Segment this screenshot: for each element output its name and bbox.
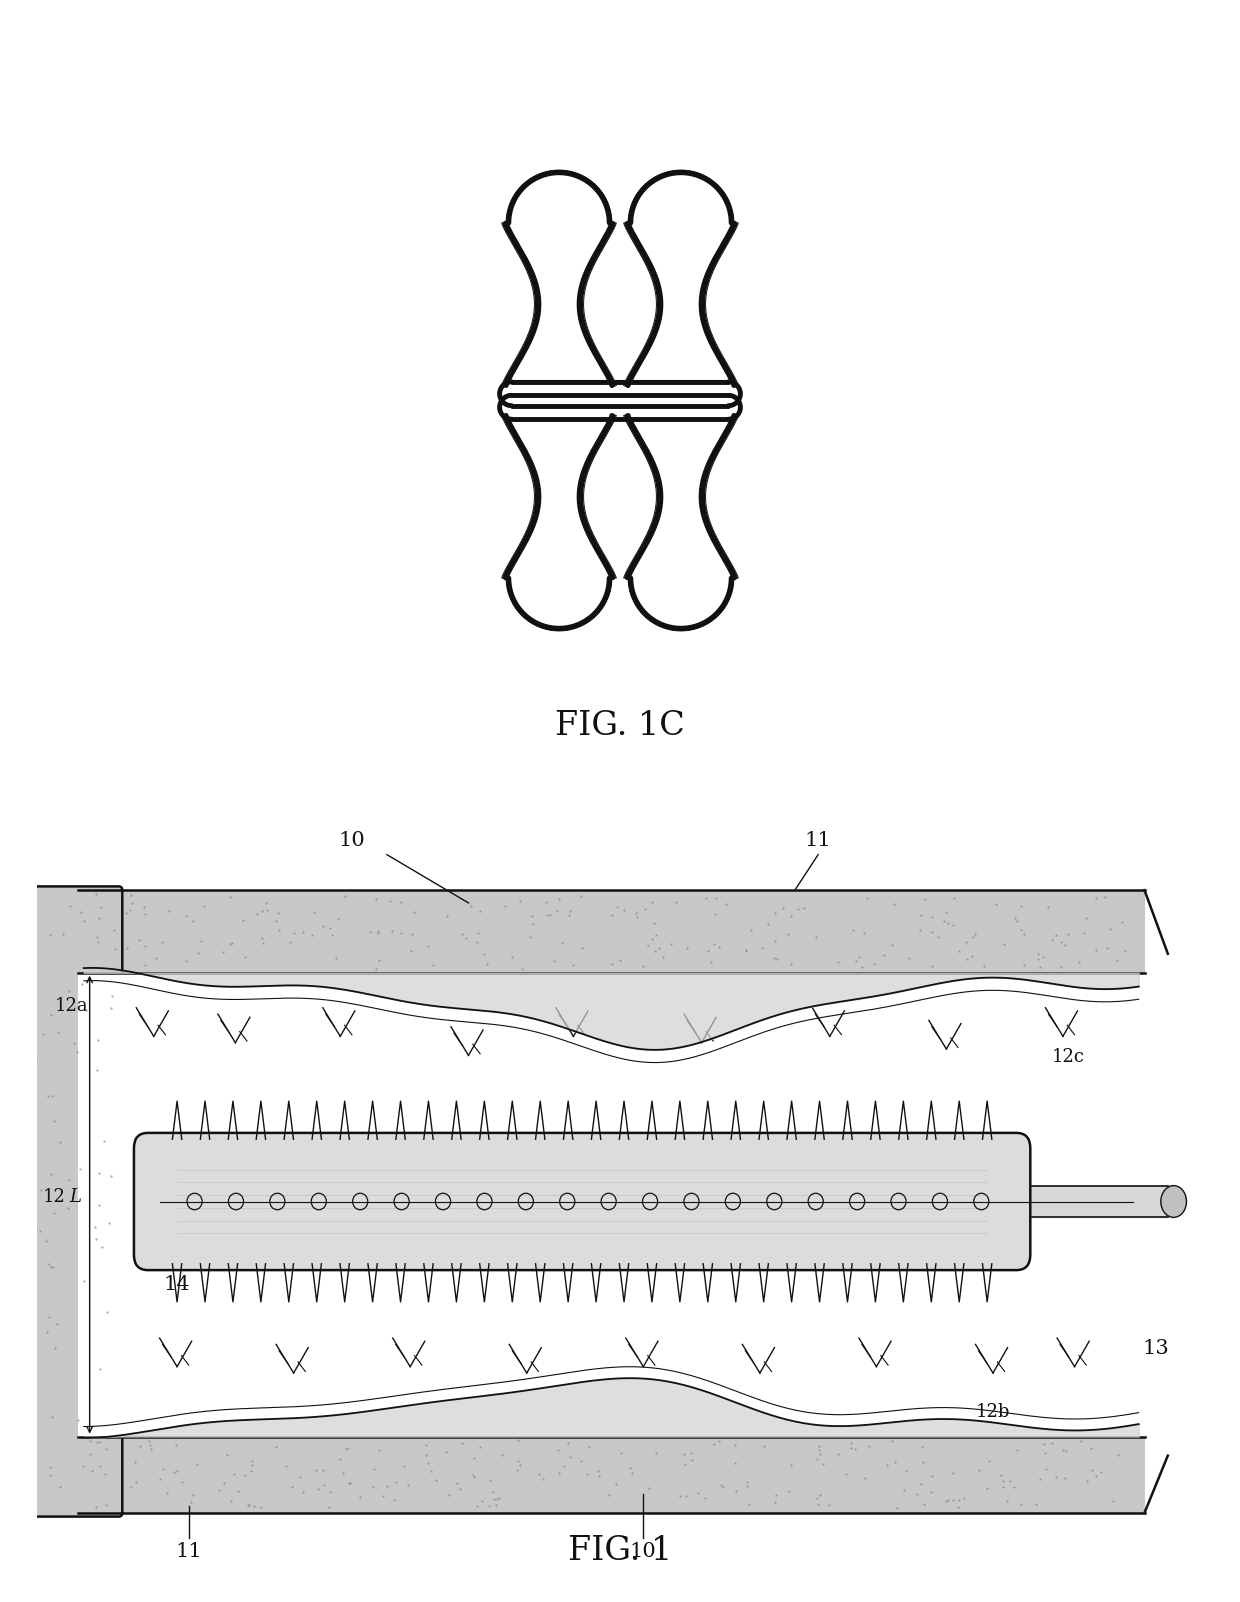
FancyBboxPatch shape <box>134 1133 1030 1270</box>
Text: 12c: 12c <box>1052 1048 1084 1065</box>
Text: 12b: 12b <box>976 1403 1011 1421</box>
Bar <box>78 972 1145 1437</box>
Bar <box>78 891 1145 972</box>
Text: FIG. 1C: FIG. 1C <box>556 710 684 742</box>
Bar <box>78 1437 1145 1512</box>
Text: 14: 14 <box>164 1275 191 1294</box>
Text: 11: 11 <box>805 831 832 849</box>
Text: FIG. 1: FIG. 1 <box>568 1535 672 1567</box>
Text: 13: 13 <box>1143 1339 1169 1358</box>
Text: L: L <box>69 1187 82 1205</box>
Text: 11: 11 <box>175 1543 202 1562</box>
FancyBboxPatch shape <box>16 886 123 1517</box>
Text: 12: 12 <box>43 1187 66 1205</box>
Ellipse shape <box>1161 1185 1187 1218</box>
Text: 12a: 12a <box>55 996 88 1016</box>
Text: 10: 10 <box>339 831 366 849</box>
Text: 10: 10 <box>630 1543 657 1562</box>
